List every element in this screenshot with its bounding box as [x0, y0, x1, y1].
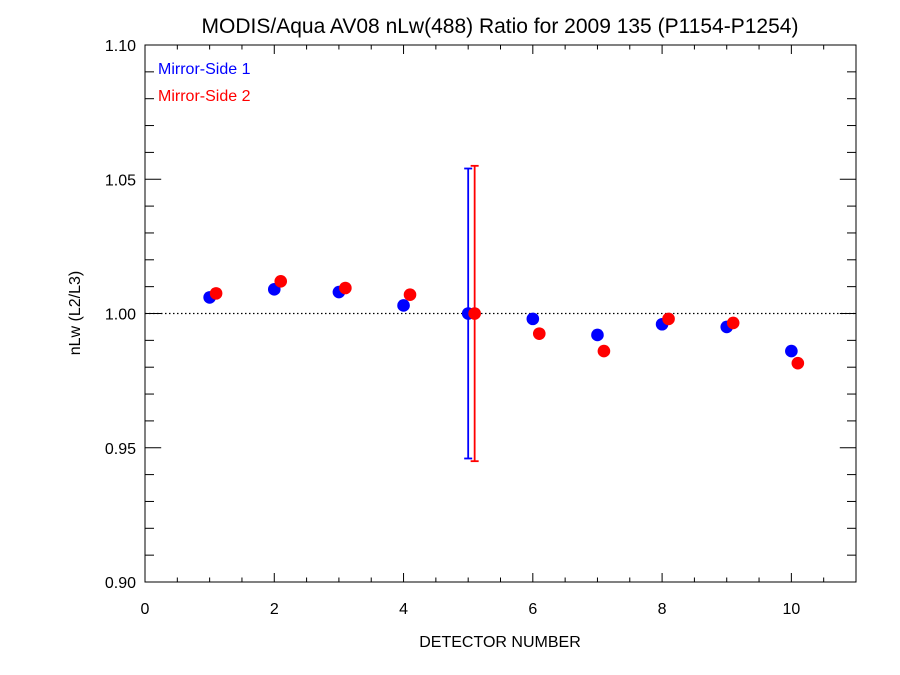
data-points: [203, 274, 805, 370]
chart-title: MODIS/Aqua AV08 nLw(488) Ratio for 2009 …: [202, 15, 799, 38]
mirror-side-2-point: [403, 288, 417, 302]
axis-ticks: 0 2 4 6 8 10 0.90 0.95 1.00 1.05 1.10: [105, 38, 856, 618]
mirror-side-1-point: [397, 299, 410, 312]
mirror-side-2-point: [597, 344, 611, 358]
x-tick-label: 8: [658, 601, 667, 618]
legend: Mirror-Side 1 Mirror-Side 2: [158, 61, 251, 105]
x-tick-label: 0: [141, 601, 150, 618]
mirror-side-2-point: [209, 287, 223, 300]
y-tick-label: 1.00: [105, 307, 136, 324]
mirror-side-1-point: [785, 344, 798, 358]
mirror-side-2-point: [339, 281, 352, 295]
y-axis-title: nLw (L2/L3): [67, 271, 84, 356]
y-tick-label: 0.90: [105, 575, 136, 592]
mirror-side-2-point: [791, 356, 805, 370]
y-tick-label: 1.10: [105, 38, 136, 55]
y-tick-label: 1.05: [105, 172, 136, 189]
mirror-side-1-point: [591, 328, 604, 342]
mirror-side-2-point: [726, 316, 740, 330]
x-tick-label: 4: [399, 601, 408, 618]
x-tick-label: 10: [782, 601, 800, 618]
legend-entry: Mirror-Side 1: [158, 61, 251, 78]
x-tick-label: 2: [270, 601, 279, 618]
mirror-side-1-point: [526, 312, 540, 326]
mirror-side-2-point: [532, 327, 546, 340]
mirror-side-2-point: [662, 312, 675, 326]
mirror-side-2-point: [468, 307, 481, 320]
legend-entry: Mirror-Side 2: [158, 88, 251, 105]
x-axis-title: DETECTOR NUMBER: [419, 634, 581, 651]
y-tick-label: 0.95: [105, 441, 136, 458]
mirror-side-2-point: [274, 274, 288, 288]
x-tick-label: 6: [528, 601, 537, 618]
